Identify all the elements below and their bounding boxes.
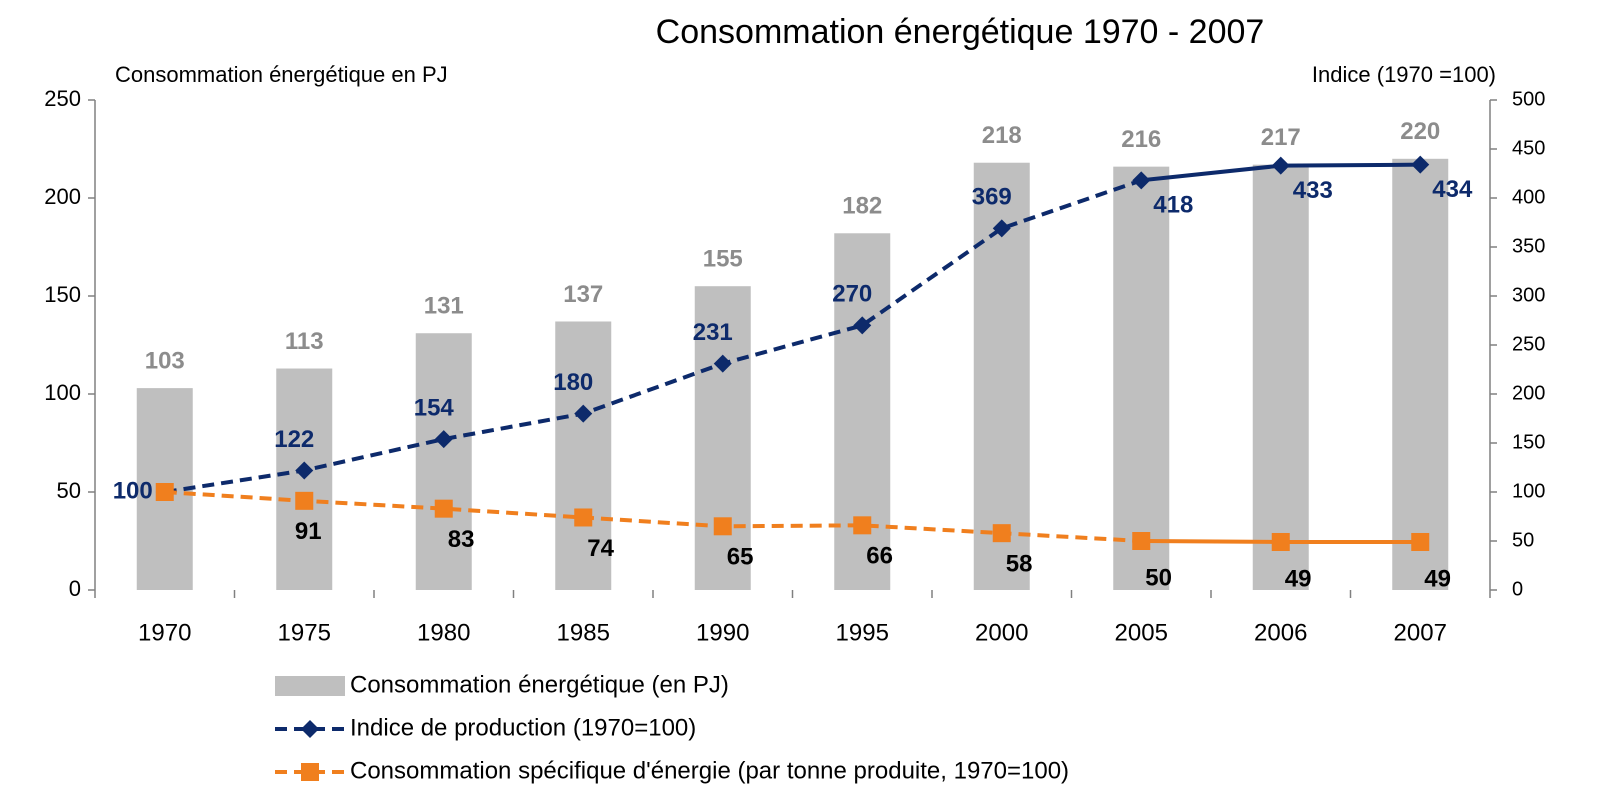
x-tick-label: 1995 — [836, 619, 889, 646]
bar-value-label: 216 — [1121, 126, 1161, 153]
y-tick-label: 250 — [44, 86, 81, 111]
legend-swatch — [275, 676, 345, 696]
x-tick-label: 1985 — [557, 619, 610, 646]
legend-label: Consommation énergétique (en PJ) — [350, 671, 729, 698]
line-value-label: 91 — [295, 518, 322, 545]
bar-value-label: 220 — [1400, 118, 1440, 145]
diamond-marker — [992, 219, 1011, 238]
line-value-label: 418 — [1153, 192, 1193, 219]
x-tick-label: 2007 — [1394, 619, 1447, 646]
bar-value-label: 131 — [424, 293, 464, 320]
line-value-label: 66 — [866, 543, 893, 570]
x-tick-label: 2000 — [975, 619, 1028, 646]
bar-value-label: 113 — [285, 328, 324, 355]
line-value-label: 122 — [274, 426, 314, 453]
line-value-label: 270 — [832, 281, 872, 308]
y2-tick-label: 0 — [1512, 578, 1523, 600]
line-value-label: 433 — [1293, 177, 1333, 204]
line-value-label: 50 — [1145, 564, 1172, 591]
square-marker — [295, 491, 314, 510]
y-tick-label: 50 — [57, 478, 81, 503]
diamond-marker — [713, 354, 732, 373]
y-tick-label: 150 — [44, 282, 81, 307]
bar — [555, 321, 612, 590]
diamond-marker — [1132, 171, 1151, 190]
y2-tick-label: 350 — [1512, 235, 1545, 257]
diamond-marker — [434, 430, 453, 449]
bar-value-label: 103 — [145, 347, 185, 374]
bar-value-label: 155 — [703, 246, 743, 273]
y2-tick-label: 200 — [1512, 382, 1545, 404]
y2-tick-label: 300 — [1512, 284, 1545, 306]
diamond-marker — [1271, 156, 1290, 175]
y2-tick-label: 150 — [1512, 431, 1545, 453]
line-value-label: 180 — [553, 369, 593, 396]
square-marker — [853, 516, 872, 535]
bar — [1113, 166, 1170, 590]
line-value-label: 83 — [448, 526, 475, 553]
x-tick-label: 1975 — [278, 619, 331, 646]
line-value-label: 49 — [1285, 565, 1312, 592]
line-dashed — [164, 178, 1142, 494]
bar — [415, 333, 472, 590]
bar — [1392, 158, 1449, 591]
square-marker — [992, 524, 1011, 543]
diamond-marker — [574, 404, 593, 423]
x-tick-label: 1970 — [138, 619, 191, 646]
y-tick-label: 200 — [44, 184, 81, 209]
line-value-label: 65 — [727, 544, 754, 571]
square-marker — [574, 508, 593, 527]
diamond-marker — [853, 316, 872, 335]
legend-label: Indice de production (1970=100) — [350, 714, 696, 741]
legend-label: Consommation spécifique d'énergie (par t… — [350, 757, 1069, 784]
square-marker — [713, 517, 732, 536]
x-tick-label: 2005 — [1115, 619, 1168, 646]
square-marker — [155, 483, 174, 501]
x-tick-label: 1980 — [417, 619, 470, 646]
bar-value-label: 217 — [1261, 124, 1301, 151]
line-dashed — [164, 490, 1142, 543]
bar — [1252, 164, 1309, 590]
y2-tick-label: 450 — [1512, 137, 1545, 159]
square-marker — [1411, 532, 1430, 551]
x-tick-label: 2006 — [1254, 619, 1307, 646]
line-value-label: 58 — [1006, 551, 1033, 578]
x-tick-label: 1990 — [696, 619, 749, 646]
legend-marker — [301, 720, 319, 738]
square-marker — [1132, 532, 1151, 550]
line-value-label: 154 — [414, 394, 455, 421]
line-value-label: 434 — [1432, 176, 1473, 203]
y2-tick-label: 500 — [1512, 88, 1545, 110]
bar-value-label: 218 — [982, 122, 1022, 149]
diamond-marker — [295, 461, 314, 480]
y-tick-label: 100 — [44, 380, 81, 405]
chart-title: Consommation énergétique 1970 - 2007 — [656, 13, 1265, 51]
y-tick-label: 0 — [69, 576, 81, 601]
square-marker — [434, 499, 453, 518]
y2-tick-label: 50 — [1512, 529, 1534, 551]
y2-tick-label: 400 — [1512, 186, 1545, 208]
diamond-marker — [1411, 155, 1430, 174]
y2-tick-label: 250 — [1512, 333, 1545, 355]
line-value-label: 100 — [113, 477, 153, 504]
square-marker — [1271, 532, 1290, 551]
line-value-label: 369 — [972, 184, 1012, 211]
y-axis-label: Consommation énergétique en PJ — [115, 62, 448, 87]
y2-tick-label: 100 — [1512, 480, 1545, 502]
line-value-label: 49 — [1424, 565, 1451, 592]
bar-value-label: 137 — [563, 281, 603, 308]
legend-marker — [301, 763, 319, 781]
line-value-label: 231 — [693, 319, 733, 346]
bar — [694, 286, 751, 590]
y2-axis-label: Indice (1970 =100) — [1312, 62, 1496, 87]
bar-value-label: 182 — [842, 193, 882, 220]
line-value-label: 74 — [587, 535, 614, 562]
